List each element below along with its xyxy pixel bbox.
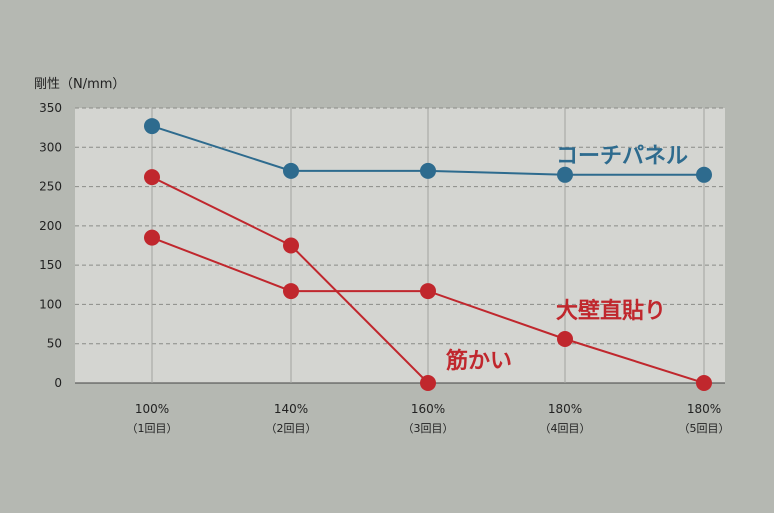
series-2-point-1: [283, 237, 299, 254]
series-1-point-2: [420, 283, 436, 300]
x-tick-0: 100%: [135, 402, 169, 416]
y-tick-6: 300: [39, 140, 62, 154]
series-2-point-2: [420, 375, 436, 391]
series-1-point-4: [696, 375, 712, 391]
y-tick-3: 150: [39, 258, 62, 272]
y-axis-label: 剛性（N/mm）: [34, 77, 125, 92]
series-1-point-3: [557, 331, 573, 347]
x-subtick-1: （2回目）: [266, 422, 317, 435]
x-subtick-3: （4回目）: [540, 422, 591, 435]
series-label-0: コーチパネル: [556, 144, 688, 169]
x-tick-3: 180%: [548, 402, 582, 416]
series-0-point-1: [283, 162, 299, 179]
x-tick-2: 160%: [411, 402, 445, 416]
series-label-1: 大壁直貼り: [556, 298, 666, 324]
series-label-2: 筋かい: [445, 348, 512, 374]
y-tick-labels: 0 50 100 150 200 250 300 350: [39, 101, 62, 390]
series-0-point-3: [557, 166, 573, 183]
y-tick-0: 0: [54, 376, 62, 390]
plot-area: [75, 108, 725, 383]
series-1-point-1: [283, 283, 299, 300]
series-1-point-0: [144, 229, 160, 246]
x-subtick-4: （5回目）: [679, 422, 730, 435]
series-2-point-0: [144, 169, 160, 186]
x-tick-4: 180%: [687, 402, 721, 416]
y-tick-4: 200: [39, 219, 62, 233]
series-0-point-0: [144, 118, 160, 135]
x-tick-labels: 100% （1回目） 140% （2回目） 160% （3回目） 180% （4回目） 180%…: [127, 402, 730, 435]
y-tick-2: 100: [39, 297, 62, 311]
y-tick-7: 350: [39, 101, 62, 115]
series-0-point-2: [420, 162, 436, 179]
y-tick-5: 250: [39, 180, 62, 194]
y-tick-1: 50: [47, 337, 62, 351]
x-tick-1: 140%: [274, 402, 308, 416]
series-0-point-4: [696, 166, 712, 183]
x-subtick-0: （1回目）: [127, 422, 178, 435]
x-subtick-2: （3回目）: [403, 422, 454, 435]
